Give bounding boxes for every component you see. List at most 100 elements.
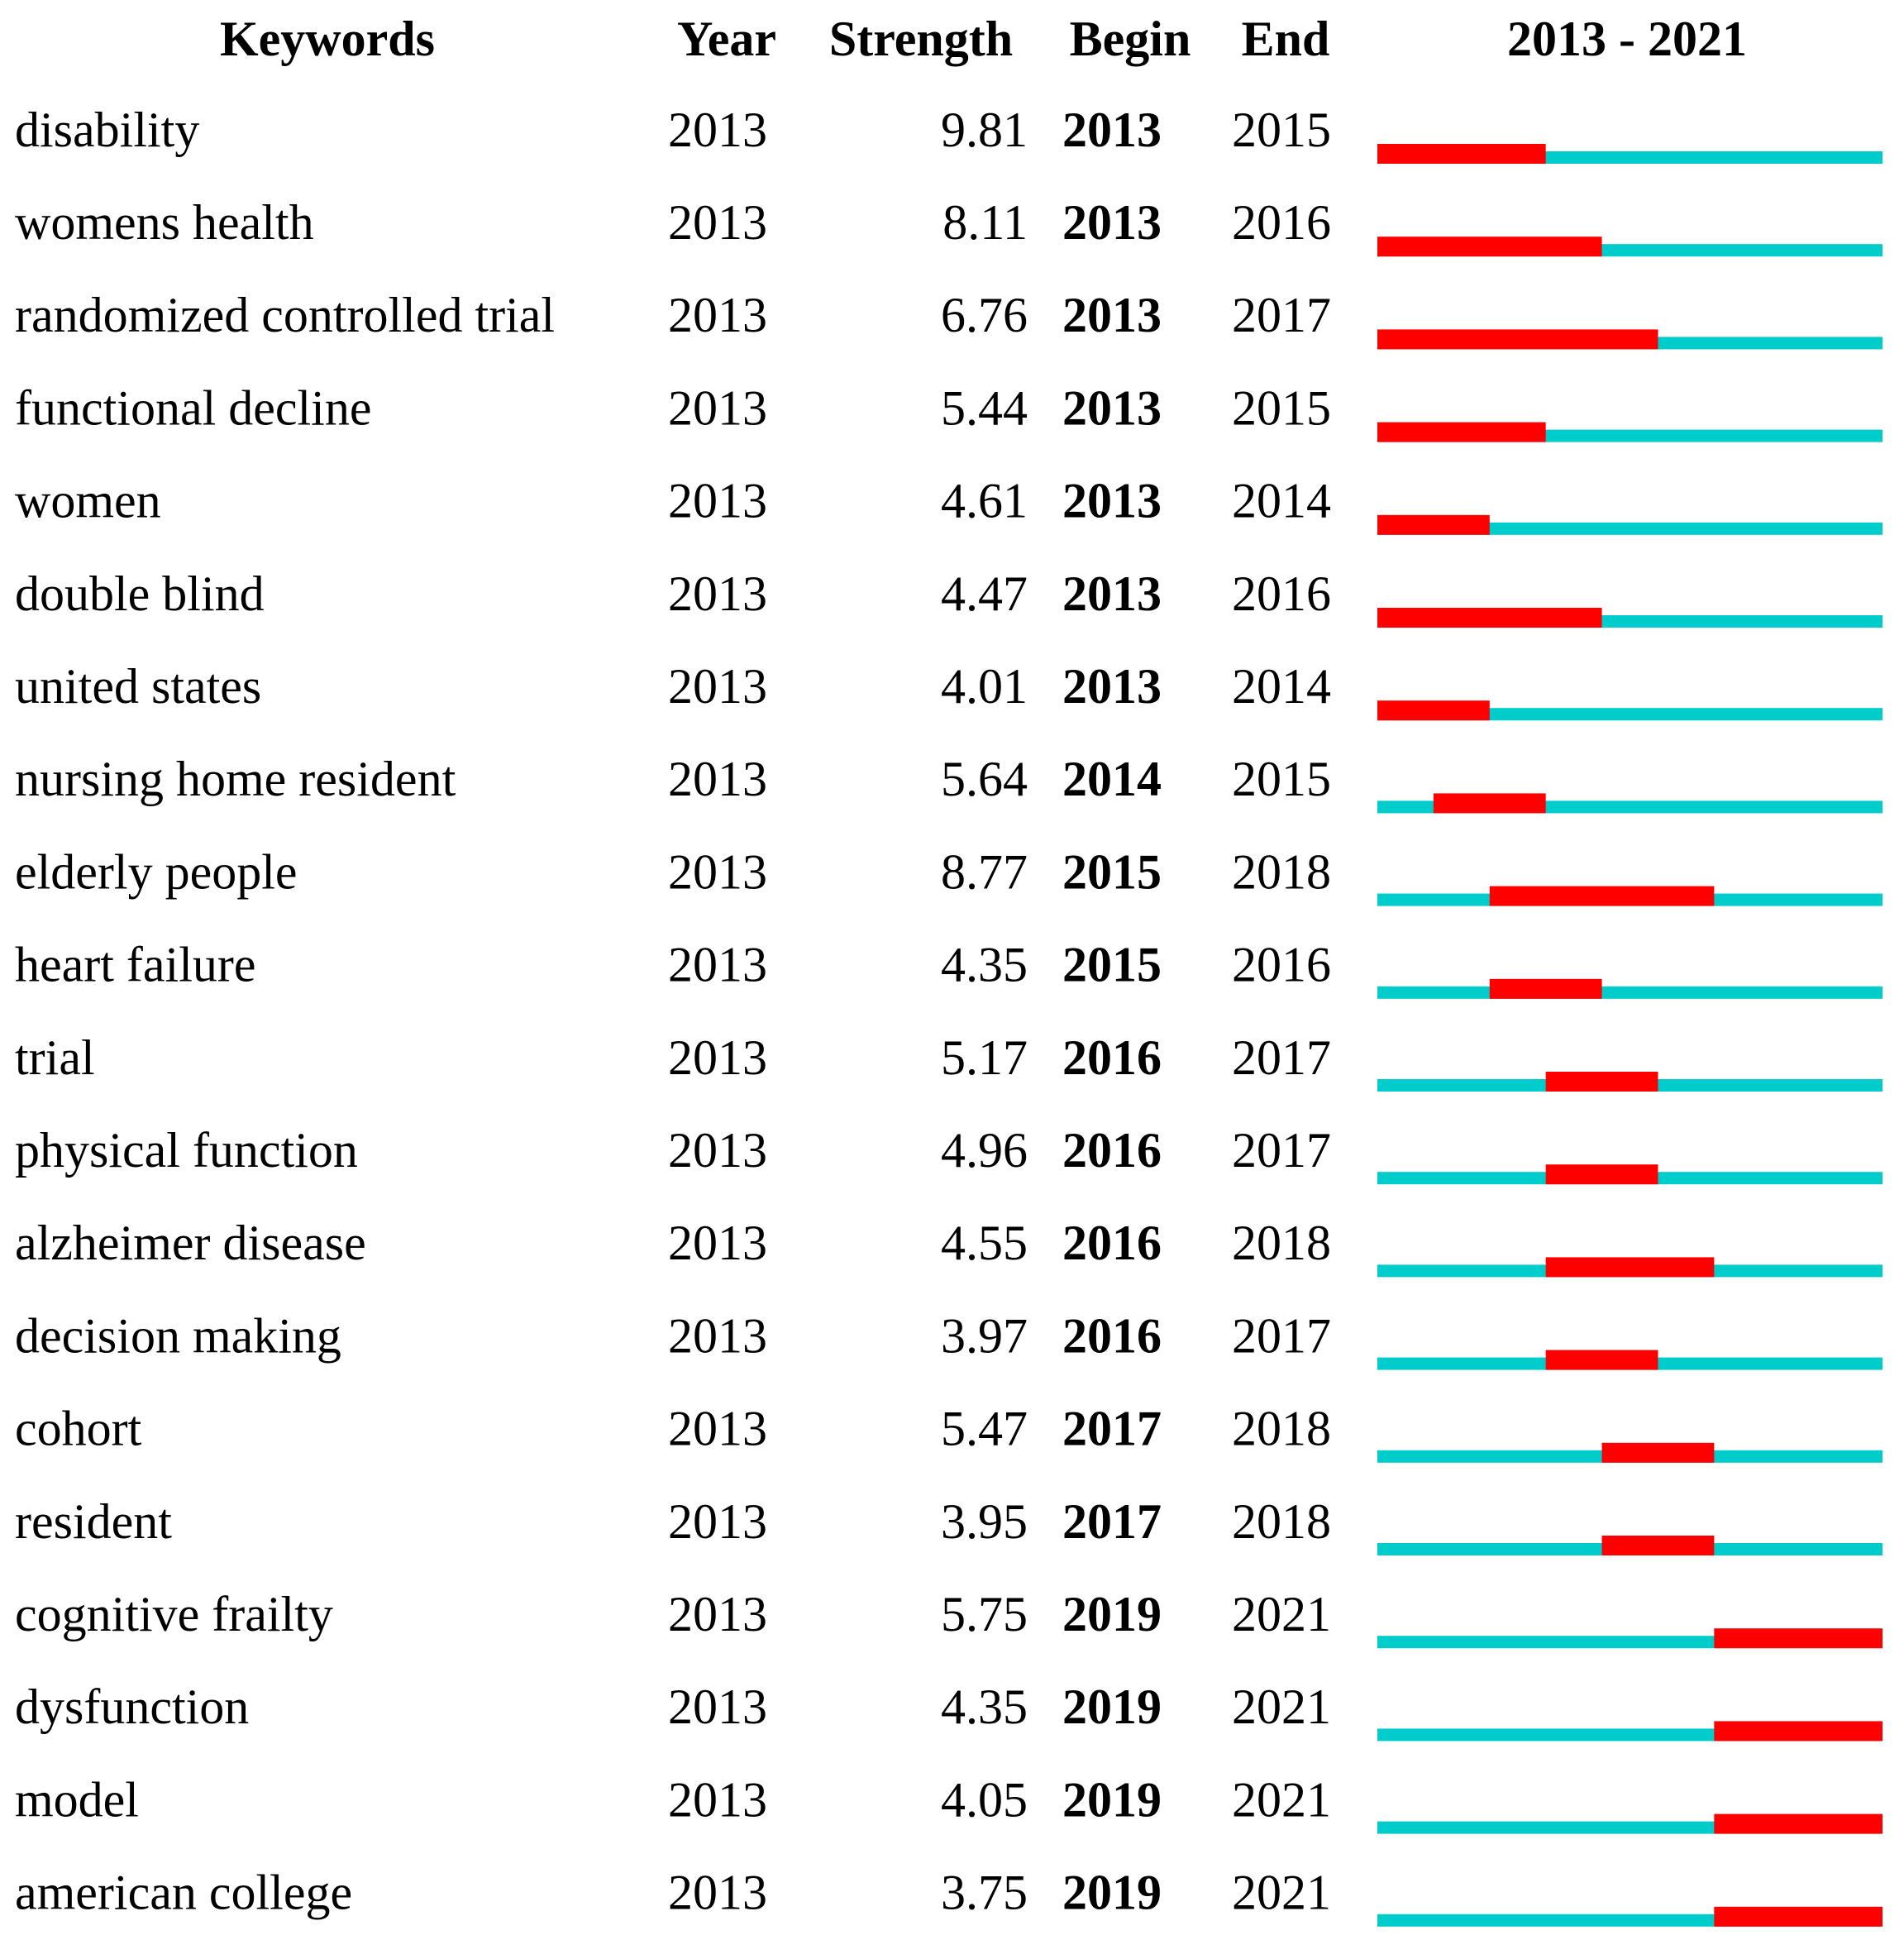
year: 2013 (668, 1030, 767, 1085)
year: 2013 (668, 380, 767, 435)
column-header: End (1242, 12, 1330, 66)
begin: 2019 (1062, 1587, 1162, 1641)
burst-bar (1545, 1072, 1658, 1092)
begin: 2013 (1062, 195, 1162, 250)
strength: 9.81 (941, 103, 1028, 157)
end: 2021 (1232, 1587, 1331, 1641)
year: 2013 (668, 1866, 767, 1920)
burst-bar (1377, 608, 1602, 628)
strength: 5.64 (941, 752, 1028, 806)
keyword: cognitive frailty (15, 1587, 333, 1641)
keyword: american college (15, 1866, 352, 1920)
burst-bar (1489, 886, 1715, 906)
keyword: model (15, 1772, 139, 1827)
begin: 2016 (1062, 1030, 1162, 1085)
end: 2021 (1232, 1679, 1331, 1734)
end: 2021 (1232, 1866, 1331, 1920)
keyword: randomized controlled trial (15, 288, 555, 342)
end: 2015 (1232, 380, 1331, 435)
burst-bar (1601, 1536, 1715, 1555)
year: 2013 (668, 1123, 767, 1178)
timeline (1377, 986, 1883, 999)
end: 2017 (1232, 288, 1331, 342)
year: 2013 (668, 1587, 767, 1641)
strength: 4.55 (941, 1216, 1028, 1270)
end: 2018 (1232, 1494, 1331, 1549)
burst-bar (1377, 422, 1546, 442)
keyword: united states (15, 659, 261, 714)
end: 2014 (1232, 474, 1331, 528)
strength: 5.75 (941, 1587, 1028, 1641)
strength: 4.61 (941, 474, 1028, 528)
year: 2013 (668, 1402, 767, 1456)
begin: 2013 (1062, 566, 1162, 621)
begin: 2019 (1062, 1772, 1162, 1827)
keyword: physical function (15, 1123, 358, 1178)
keyword: womens health (15, 195, 314, 250)
burst-bar (1489, 978, 1602, 999)
year: 2013 (668, 752, 767, 806)
keyword: heart failure (15, 938, 255, 992)
end: 2016 (1232, 938, 1331, 992)
strength: 5.17 (941, 1030, 1028, 1085)
year: 2013 (668, 1308, 767, 1363)
strength: 8.77 (941, 844, 1028, 899)
end: 2014 (1232, 659, 1331, 714)
burst-bar (1545, 1257, 1715, 1278)
strength: 3.97 (941, 1308, 1028, 1363)
keyword: disability (15, 103, 199, 157)
begin: 2013 (1062, 659, 1162, 714)
year: 2013 (668, 844, 767, 899)
strength: 4.35 (941, 938, 1028, 992)
begin: 2017 (1062, 1494, 1162, 1549)
keyword: resident (15, 1494, 172, 1549)
begin: 2016 (1062, 1308, 1162, 1363)
strength: 6.76 (941, 288, 1028, 342)
begin: 2013 (1062, 380, 1162, 435)
end: 2021 (1232, 1772, 1331, 1827)
begin: 2015 (1062, 844, 1162, 899)
begin: 2015 (1062, 938, 1162, 992)
column-header: Begin (1070, 12, 1191, 66)
end: 2018 (1232, 1402, 1331, 1456)
column-header: Strength (829, 12, 1013, 66)
strength: 4.35 (941, 1679, 1028, 1734)
burst-bar (1714, 1813, 1883, 1834)
end: 2018 (1232, 844, 1331, 899)
burst-bar (1714, 1628, 1883, 1649)
burst-bar (1377, 237, 1602, 257)
end: 2015 (1232, 752, 1331, 806)
column-header: 2013 - 2021 (1507, 12, 1747, 66)
timeline (1377, 522, 1883, 535)
end: 2018 (1232, 1216, 1331, 1270)
column-header: Year (677, 12, 776, 66)
burst-bar (1377, 329, 1658, 350)
year: 2013 (668, 288, 767, 342)
strength: 3.75 (941, 1866, 1028, 1920)
year: 2013 (668, 474, 767, 528)
burst-bar (1714, 1721, 1883, 1742)
end: 2017 (1232, 1308, 1331, 1363)
year: 2013 (668, 195, 767, 250)
keyword: dysfunction (15, 1679, 249, 1734)
keyword: trial (15, 1030, 95, 1085)
strength: 4.47 (941, 566, 1028, 621)
begin: 2016 (1062, 1123, 1162, 1178)
burst-bar (1601, 1442, 1715, 1463)
year: 2013 (668, 566, 767, 621)
timeline (1377, 708, 1883, 721)
year: 2013 (668, 1772, 767, 1827)
end: 2017 (1232, 1123, 1331, 1178)
year: 2013 (668, 1216, 767, 1270)
begin: 2013 (1062, 288, 1162, 342)
begin: 2013 (1062, 474, 1162, 528)
end: 2015 (1232, 103, 1331, 157)
strength: 5.47 (941, 1402, 1028, 1456)
end: 2016 (1232, 195, 1331, 250)
begin: 2019 (1062, 1679, 1162, 1734)
keyword: elderly people (15, 844, 298, 899)
burst-bar (1377, 144, 1546, 164)
keyword: cohort (15, 1402, 142, 1456)
keyword: nursing home resident (15, 752, 456, 806)
